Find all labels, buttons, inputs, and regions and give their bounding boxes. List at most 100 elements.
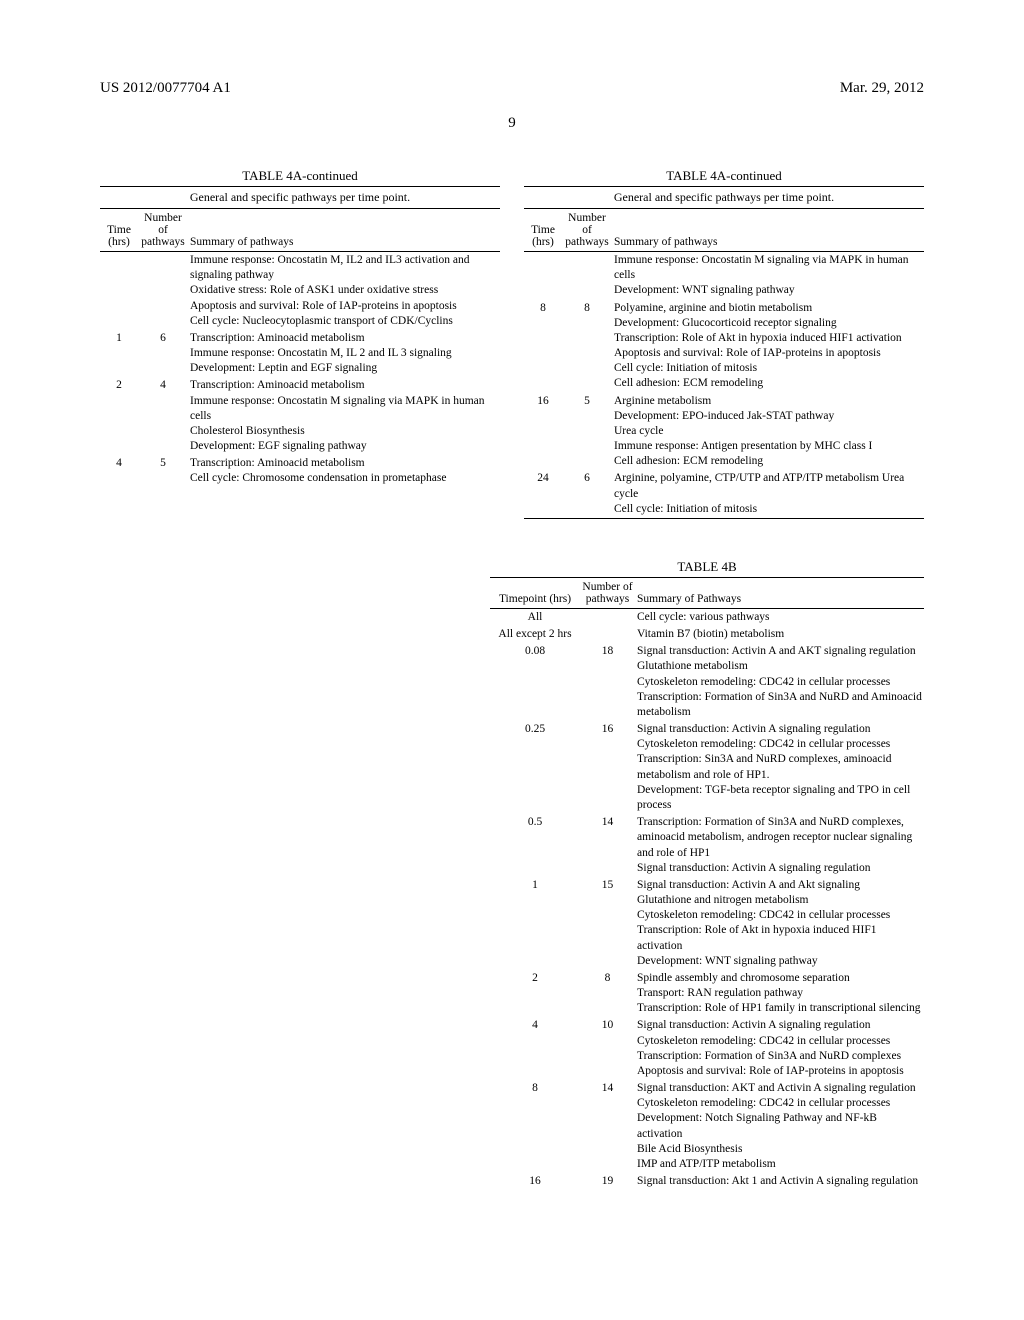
cell-num xyxy=(562,252,612,300)
col-header-time: Time (hrs) xyxy=(100,209,138,251)
cell-time xyxy=(100,252,138,330)
cell-num xyxy=(138,252,188,330)
cell-summary: Signal transduction: AKT and Activin A s… xyxy=(635,1080,924,1173)
cell-time xyxy=(524,252,562,300)
table-4a-title-right: TABLE 4A-continued xyxy=(524,168,924,184)
table-4b-wrap: TABLE 4B Timepoint (hrs) Number of pathw… xyxy=(490,559,924,1190)
table-row: 115Signal transduction: Activin A and Ak… xyxy=(490,877,924,970)
table-row: 0.0818Signal transduction: Activin A and… xyxy=(490,643,924,721)
publication-number: US 2012/0077704 A1 xyxy=(100,80,231,97)
table-row: Immune response: Oncostatin M signaling … xyxy=(524,252,924,300)
cell-time: 1 xyxy=(100,330,138,378)
table-row: 246Arginine, polyamine, CTP/UTP and ATP/… xyxy=(524,470,924,518)
cell-num: 10 xyxy=(580,1017,635,1080)
cell-summary: Transcription: Aminoacid metabolismImmun… xyxy=(188,377,500,455)
cell-num: 5 xyxy=(138,455,188,487)
cell-time: 4 xyxy=(490,1017,580,1080)
col-header-num: Number of pathways xyxy=(562,209,612,251)
page-number: 9 xyxy=(100,115,924,132)
page-header: US 2012/0077704 A1 Mar. 29, 2012 xyxy=(100,80,924,97)
table-4b-title: TABLE 4B xyxy=(490,559,924,575)
cell-num: 18 xyxy=(580,643,635,721)
table-4a-title-left: TABLE 4A-continued xyxy=(100,168,500,184)
cell-time: 16 xyxy=(524,393,562,471)
table-4a-left: Time (hrs) Number of pathways Summary of… xyxy=(100,209,500,251)
cell-time: 2 xyxy=(100,377,138,455)
cell-summary: Transcription: Formation of Sin3A and Nu… xyxy=(635,814,924,877)
cell-num: 5 xyxy=(562,393,612,471)
cell-time: 8 xyxy=(490,1080,580,1173)
cell-num: 15 xyxy=(580,877,635,970)
right-column: TABLE 4A-continued General and specific … xyxy=(524,168,924,519)
cell-summary: Spindle assembly and chromosome separati… xyxy=(635,970,924,1018)
cell-time: 0.5 xyxy=(490,814,580,877)
cell-summary: Signal transduction: Activin A and AKT s… xyxy=(635,643,924,721)
table-row: 1619Signal transduction: Akt 1 and Activ… xyxy=(490,1173,924,1190)
table-4a-caption-left: General and specific pathways per time p… xyxy=(100,187,500,208)
cell-summary: Polyamine, arginine and biotin metabolis… xyxy=(612,300,924,393)
cell-summary: Arginine metabolismDevelopment: EPO-indu… xyxy=(612,393,924,471)
table-row: 814Signal transduction: AKT and Activin … xyxy=(490,1080,924,1173)
cell-num: 14 xyxy=(580,1080,635,1173)
cell-summary: Signal transduction: Akt 1 and Activin A… xyxy=(635,1173,924,1190)
table-row: Immune response: Oncostatin M, IL2 and I… xyxy=(100,252,500,330)
col-header-time: Timepoint (hrs) xyxy=(490,578,580,608)
cell-time: All except 2 hrs xyxy=(490,626,580,643)
left-column: TABLE 4A-continued General and specific … xyxy=(100,168,500,519)
cell-summary: Arginine, polyamine, CTP/UTP and ATP/ITP… xyxy=(612,470,924,518)
table-row: 88Polyamine, arginine and biotin metabol… xyxy=(524,300,924,393)
cell-summary: Immune response: Oncostatin M signaling … xyxy=(612,252,924,300)
cell-summary: Signal transduction: Activin A signaling… xyxy=(635,721,924,814)
cell-summary: Vitamin B7 (biotin) metabolism xyxy=(635,626,924,643)
cell-time: 4 xyxy=(100,455,138,487)
cell-num xyxy=(580,626,635,643)
cell-num: 14 xyxy=(580,814,635,877)
cell-num: 4 xyxy=(138,377,188,455)
table-row: 24Transcription: Aminoacid metabolismImm… xyxy=(100,377,500,455)
table-row: 410Signal transduction: Activin A signal… xyxy=(490,1017,924,1080)
cell-summary: Immune response: Oncostatin M, IL2 and I… xyxy=(188,252,500,330)
cell-summary: Signal transduction: Activin A and Akt s… xyxy=(635,877,924,970)
table-4a-left-body: Immune response: Oncostatin M, IL2 and I… xyxy=(100,252,500,488)
cell-num: 6 xyxy=(562,470,612,518)
cell-summary: Signal transduction: Activin A signaling… xyxy=(635,1017,924,1080)
table-4b-body: AllCell cycle: various pathwaysAll excep… xyxy=(490,609,924,1190)
col-header-num: Number of pathways xyxy=(580,578,635,608)
col-header-summary: Summary of Pathways xyxy=(635,578,924,608)
cell-num: 16 xyxy=(580,721,635,814)
col-header-time: Time (hrs) xyxy=(524,209,562,251)
cell-num: 6 xyxy=(138,330,188,378)
table-row: All except 2 hrs Vitamin B7 (biotin) meta… xyxy=(490,626,924,643)
col-header-summary: Summary of pathways xyxy=(188,209,500,251)
table-4a-caption-right: General and specific pathways per time p… xyxy=(524,187,924,208)
cell-time: 8 xyxy=(524,300,562,393)
table-row: 45Transcription: Aminoacid metabolismCel… xyxy=(100,455,500,487)
table-row: 28Spindle assembly and chromosome separa… xyxy=(490,970,924,1018)
table-row: All Cell cycle: various pathways xyxy=(490,609,924,626)
cell-num xyxy=(580,609,635,626)
table-4b-head: Timepoint (hrs) Number of pathways Summa… xyxy=(490,578,924,608)
cell-num: 8 xyxy=(562,300,612,393)
cell-time: 16 xyxy=(490,1173,580,1190)
table-row: 165Arginine metabolismDevelopment: EPO-i… xyxy=(524,393,924,471)
cell-num: 19 xyxy=(580,1173,635,1190)
cell-time: 0.08 xyxy=(490,643,580,721)
publication-date: Mar. 29, 2012 xyxy=(840,80,924,97)
col-header-num: Number of pathways xyxy=(138,209,188,251)
cell-time: 1 xyxy=(490,877,580,970)
cell-summary: Transcription: Aminoacid metabolismImmun… xyxy=(188,330,500,378)
cell-time: 0.25 xyxy=(490,721,580,814)
table-4a-right-body: Immune response: Oncostatin M signaling … xyxy=(524,252,924,518)
table-4a-right: Time (hrs) Number of pathways Summary of… xyxy=(524,209,924,251)
table-row: 0.2516Signal transduction: Activin A sig… xyxy=(490,721,924,814)
cell-num: 8 xyxy=(580,970,635,1018)
cell-time: 2 xyxy=(490,970,580,1018)
col-header-summary: Summary of pathways xyxy=(612,209,924,251)
table-row: 0.514Transcription: Formation of Sin3A a… xyxy=(490,814,924,877)
cell-summary: Transcription: Aminoacid metabolismCell … xyxy=(188,455,500,487)
cell-summary: Cell cycle: various pathways xyxy=(635,609,924,626)
table-row: 16Transcription: Aminoacid metabolismImm… xyxy=(100,330,500,378)
cell-time: All xyxy=(490,609,580,626)
cell-time: 24 xyxy=(524,470,562,518)
two-column-layout: TABLE 4A-continued General and specific … xyxy=(100,168,924,519)
